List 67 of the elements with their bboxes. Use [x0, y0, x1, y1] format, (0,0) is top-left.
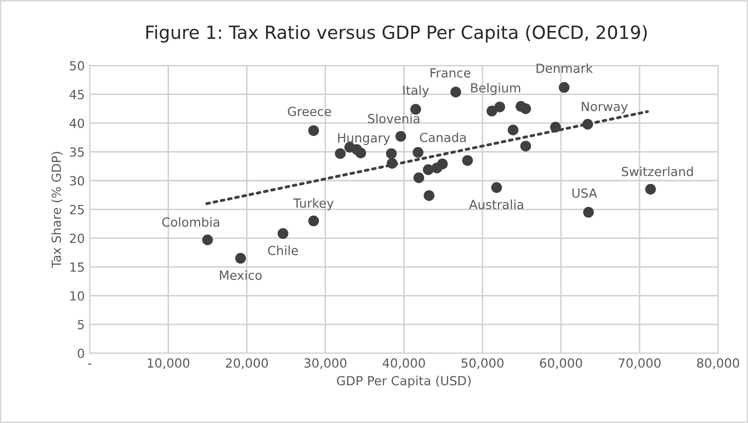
- x-tick-label: 70,000: [618, 358, 661, 370]
- y-tick-label: 45: [70, 90, 84, 100]
- x-tick-label: 10,000: [148, 358, 190, 370]
- annotation: Hungary: [338, 133, 390, 145]
- annotation: Italy: [403, 85, 429, 98]
- point: [550, 122, 561, 132]
- point: [235, 252, 246, 264]
- annotation: Colombia: [162, 217, 220, 227]
- point: [450, 86, 462, 98]
- point: [582, 118, 594, 130]
- point: [386, 148, 397, 159]
- x-tick-label: 60,000: [540, 358, 582, 370]
- annotation: Switzerland: [622, 166, 693, 176]
- annotation: Chile: [268, 246, 298, 256]
- annotation: France: [430, 68, 470, 78]
- annotation: Norway: [582, 102, 628, 114]
- point: [462, 155, 473, 166]
- point: [424, 190, 434, 201]
- annotation: Belgium: [471, 82, 520, 95]
- point: [491, 182, 502, 193]
- annotation: Canada: [420, 132, 466, 142]
- point: [437, 158, 448, 170]
- y-tick-label: 0: [78, 348, 84, 358]
- y-tick-label: 10: [70, 291, 84, 301]
- point: [395, 130, 406, 142]
- point: [558, 82, 570, 93]
- point: [334, 148, 346, 159]
- annotation: Turkey: [293, 198, 334, 210]
- point: [412, 147, 424, 158]
- point: [508, 124, 518, 136]
- x-tick-label: 50,000: [462, 358, 504, 370]
- point: [386, 158, 398, 169]
- x-tick-label: -: [88, 364, 92, 365]
- y-tick-label: 20: [70, 234, 84, 244]
- x-tick-label: 80,000: [697, 358, 740, 370]
- y-tick-label: 50: [70, 61, 84, 70]
- point: [494, 102, 506, 112]
- chart-title: Figure 1: Tax Ratio versus GDP Per Capita (OECD, 2019): [146, 25, 647, 43]
- y-tick-label: 25: [70, 204, 84, 214]
- point: [278, 228, 288, 239]
- annotation: Slovenia: [368, 114, 420, 124]
- x-tick-label: 40,000: [382, 358, 425, 370]
- y-tick-label: 40: [70, 118, 84, 128]
- point: [583, 206, 594, 218]
- annotation: Denmark: [536, 63, 593, 73]
- point: [645, 184, 656, 195]
- y-axis-title: Tax Share (% GDP): [51, 152, 62, 268]
- point: [422, 164, 434, 176]
- point: [486, 106, 498, 116]
- annotation: Greece: [288, 106, 332, 116]
- point: [413, 172, 424, 184]
- x-tick-label: 30,000: [304, 358, 346, 370]
- x-axis-title: GDP Per Capita (USD): [336, 376, 471, 388]
- annotation: Mexico: [220, 270, 262, 280]
- y-tick-label: 35: [70, 147, 84, 157]
- point: [308, 125, 319, 136]
- point: [355, 148, 366, 158]
- annotation: Australia: [469, 200, 524, 210]
- y-tick-label: 30: [70, 176, 84, 186]
- point: [202, 234, 213, 246]
- point: [308, 216, 319, 226]
- x-tick-label: 20,000: [226, 358, 268, 370]
- y-tick-label: 15: [70, 262, 84, 272]
- point: [520, 140, 532, 152]
- point: [520, 103, 532, 114]
- y-tick-label: 5: [78, 320, 84, 330]
- annotation: USA: [572, 188, 598, 198]
